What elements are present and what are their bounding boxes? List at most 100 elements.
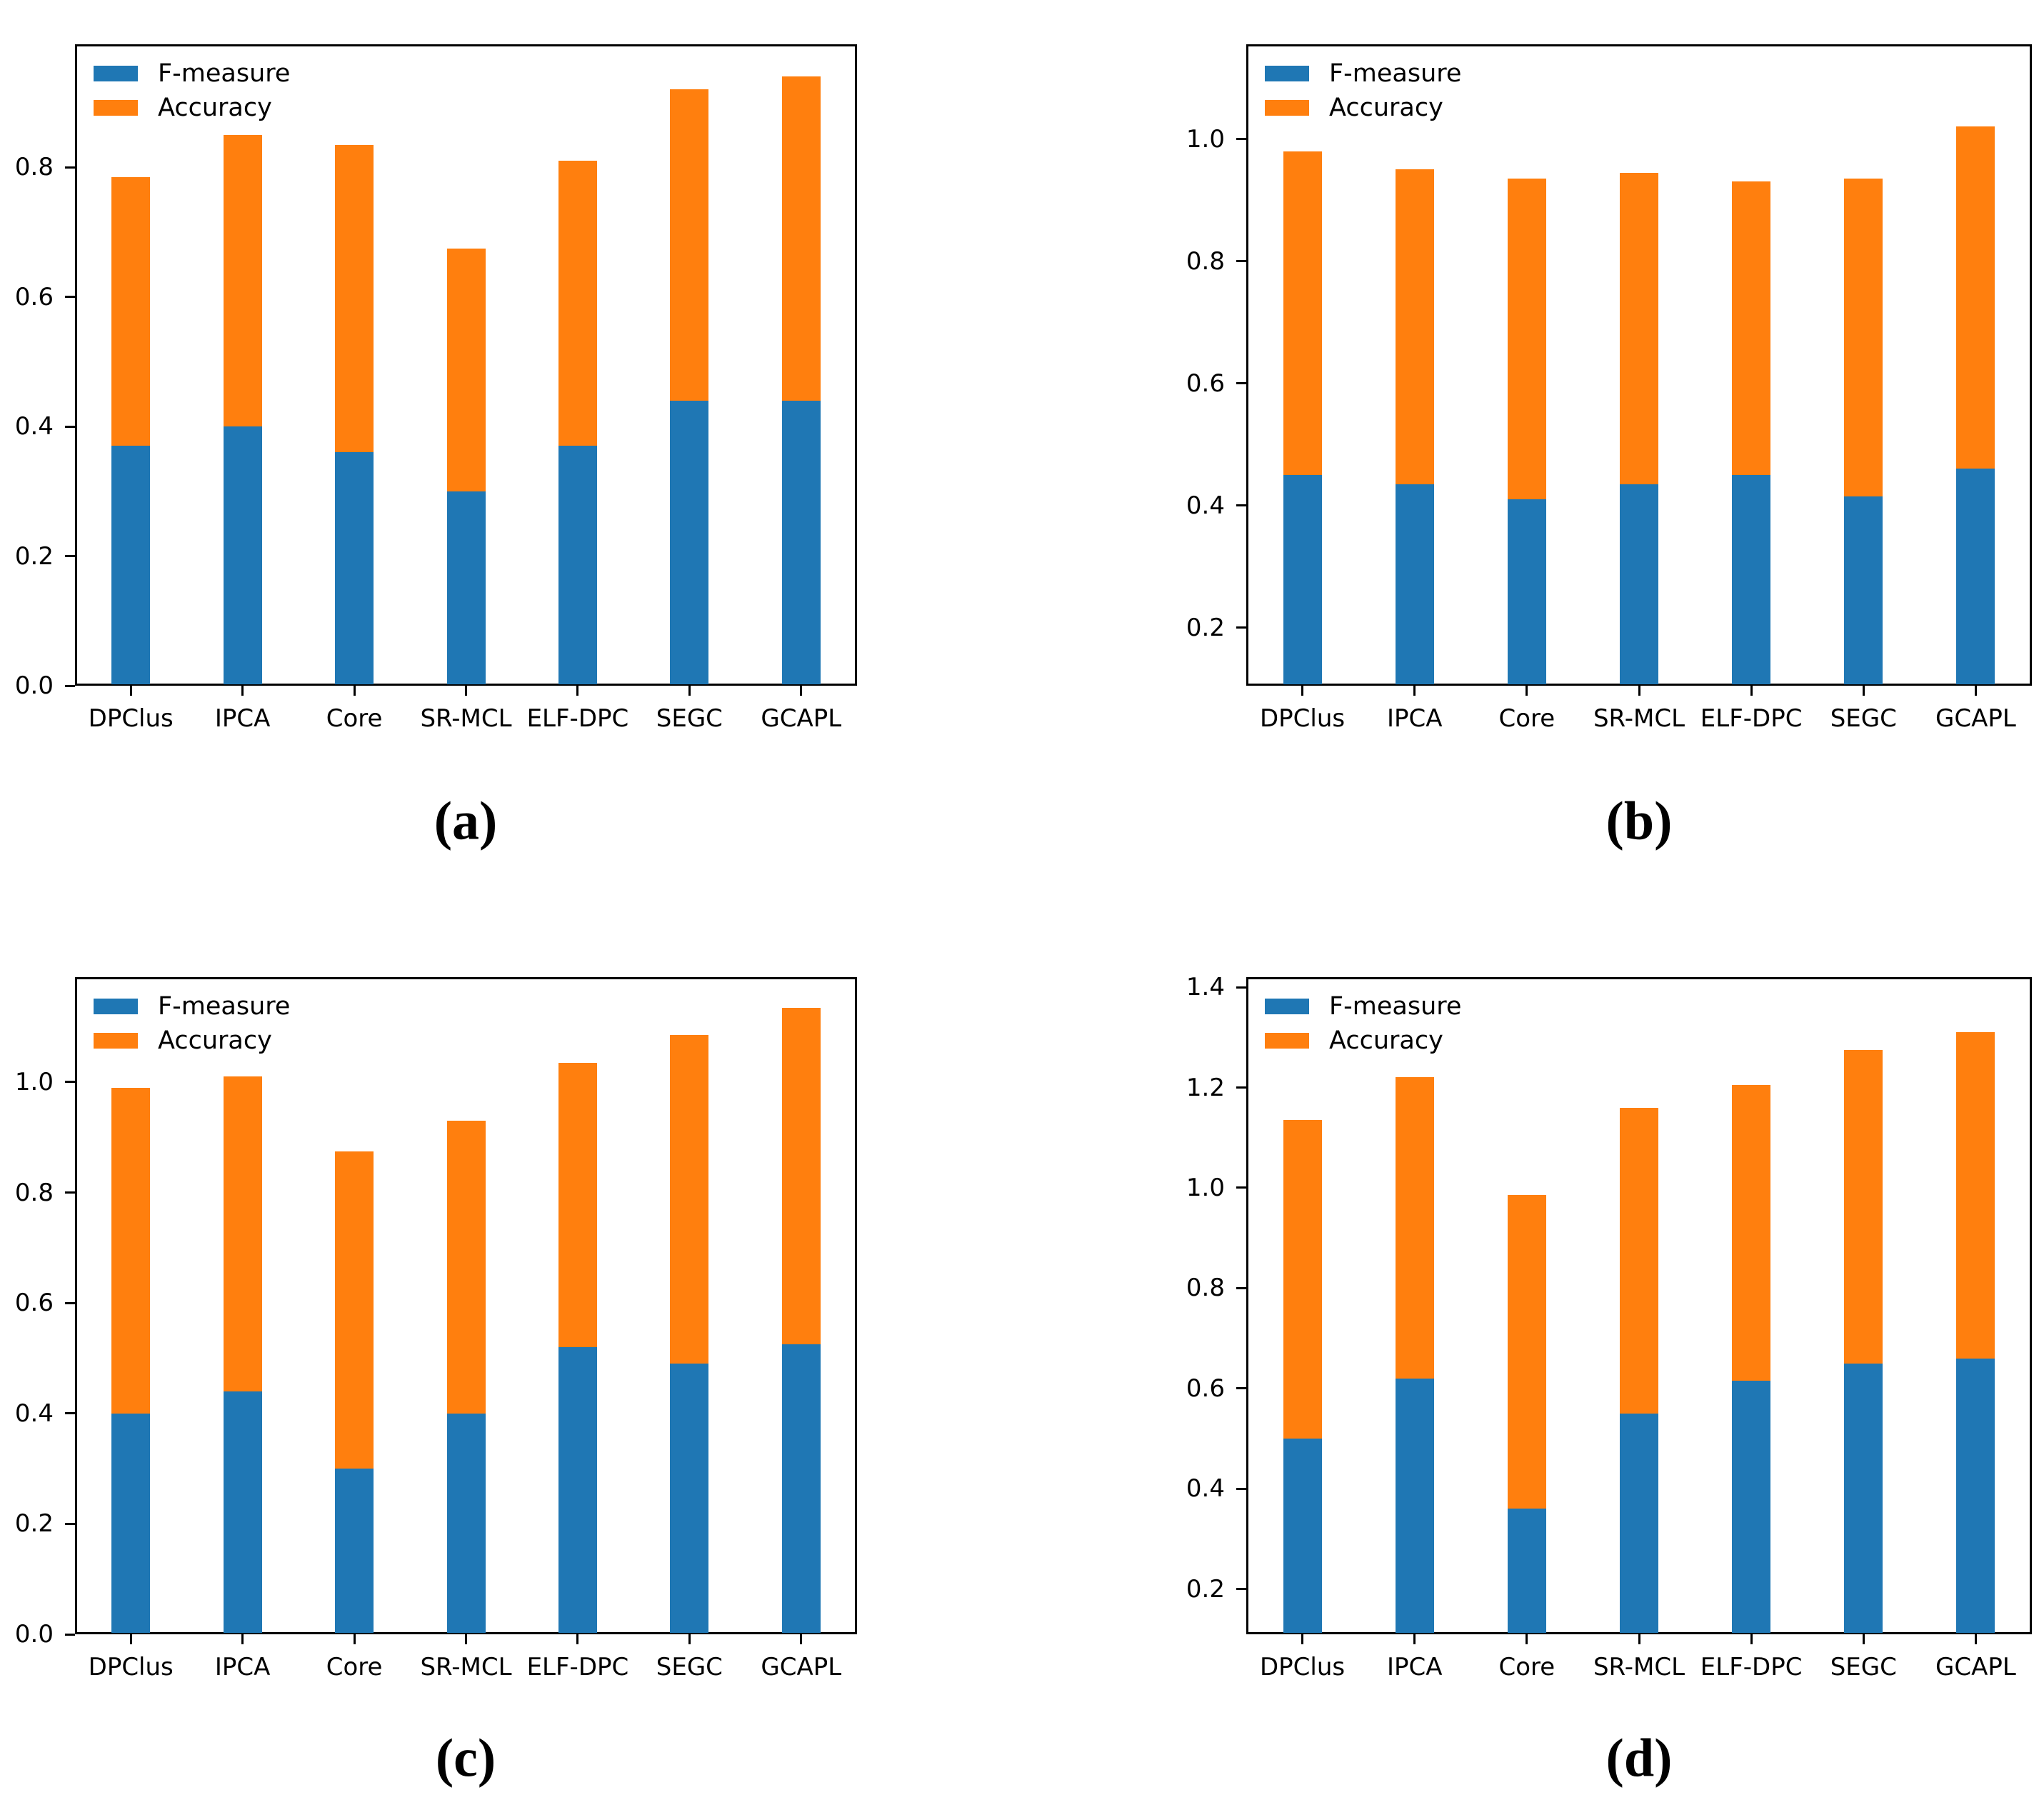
x-tick-mark: [465, 1634, 467, 1644]
y-tick-label: 0.6: [1186, 369, 1225, 398]
x-tick-mark: [1638, 686, 1640, 696]
caption-c: (c): [435, 1728, 496, 1789]
x-tick-label: ELF-DPC: [1700, 704, 1803, 733]
x-tick-mark: [1750, 686, 1753, 696]
bar-segment-accuracy: [1732, 1084, 1770, 1381]
x-tick-label: DPClus: [88, 704, 174, 733]
x-tick-label: ELF-DPC: [1700, 1653, 1803, 1681]
legend-patch-f-measure: [94, 999, 138, 1014]
bar-segment-f-measure: [670, 1364, 708, 1633]
legend-patch-f-measure: [1265, 66, 1309, 81]
x-tick-mark: [688, 1634, 691, 1644]
x-tick-label: Core: [1498, 1653, 1555, 1681]
y-tick-label: 0.6: [1186, 1374, 1225, 1403]
bar-segment-f-measure: [447, 491, 486, 684]
x-tick-mark: [1974, 686, 1977, 696]
bar-segment-accuracy: [1283, 151, 1322, 475]
legend-patch-accuracy: [94, 1033, 138, 1049]
x-tick-mark: [1526, 1634, 1528, 1644]
x-tick-label: Core: [326, 704, 383, 733]
x-tick-mark: [1862, 686, 1865, 696]
x-tick-mark: [241, 686, 244, 696]
y-tick-mark: [1236, 260, 1246, 263]
bar-segment-f-measure: [1620, 484, 1658, 684]
bar-segment-accuracy: [1956, 1032, 1995, 1359]
legend-patch-accuracy: [1265, 100, 1309, 116]
legend-label: F-measure: [158, 59, 291, 88]
y-tick-mark: [65, 1081, 75, 1084]
legend-label: Accuracy: [1329, 1026, 1443, 1055]
x-tick-label: SR-MCL: [1593, 704, 1685, 733]
legend-label: F-measure: [1329, 59, 1462, 88]
x-tick-mark: [353, 686, 356, 696]
x-tick-label: IPCA: [214, 704, 271, 733]
x-tick-mark: [1862, 1634, 1865, 1644]
legend-label: F-measure: [1329, 992, 1462, 1021]
bar-segment-f-measure: [782, 1344, 821, 1633]
bar-segment-accuracy: [1396, 169, 1434, 484]
x-tick-label: GCAPL: [1935, 704, 2016, 733]
x-tick-label: SR-MCL: [1593, 1653, 1685, 1681]
y-tick-mark: [65, 166, 75, 169]
bar-segment-accuracy: [111, 1087, 150, 1414]
x-tick-mark: [241, 1634, 244, 1644]
bar-segment-f-measure: [1844, 496, 1883, 684]
legend-patch-accuracy: [94, 100, 138, 116]
x-tick-label: ELF-DPC: [526, 1653, 629, 1681]
bar-segment-f-measure: [1283, 1439, 1322, 1633]
bar-segment-f-measure: [224, 426, 262, 684]
y-tick-mark: [1236, 1487, 1246, 1490]
legend-label: Accuracy: [1329, 94, 1443, 122]
y-tick-label: 0.4: [1186, 491, 1225, 520]
bar-segment-f-measure: [111, 1413, 150, 1633]
bar-segment-f-measure: [670, 400, 708, 684]
y-tick-mark: [65, 425, 75, 428]
bar-segment-f-measure: [335, 1469, 374, 1633]
y-tick-label: 0.2: [14, 1509, 54, 1539]
x-tick-mark: [576, 686, 579, 696]
bar-segment-accuracy: [558, 1062, 597, 1347]
x-tick-mark: [1301, 686, 1304, 696]
bar-segment-accuracy: [782, 1007, 821, 1345]
y-tick-label: 0.6: [14, 282, 54, 311]
bar-segment-accuracy: [1620, 1107, 1658, 1414]
legend-label: Accuracy: [158, 1026, 272, 1055]
x-tick-mark: [800, 1634, 803, 1644]
bar-segment-f-measure: [1396, 484, 1434, 684]
y-tick-mark: [65, 1412, 75, 1415]
caption-d: (d): [1605, 1728, 1673, 1789]
bar-segment-f-measure: [1732, 1381, 1770, 1633]
y-tick-mark: [65, 555, 75, 558]
bar-segment-f-measure: [1956, 1358, 1995, 1633]
y-tick-mark: [1236, 1588, 1246, 1591]
bar-segment-f-measure: [335, 452, 374, 684]
bar-segment-accuracy: [1844, 179, 1883, 496]
y-tick-label: 0.8: [1186, 246, 1225, 276]
y-tick-label: 0.8: [1186, 1274, 1225, 1303]
bar-segment-f-measure: [558, 446, 597, 684]
y-tick-label: 0.8: [14, 153, 54, 182]
bar-segment-f-measure: [1508, 499, 1546, 684]
x-tick-label: SR-MCL: [420, 1653, 512, 1681]
x-tick-label: SEGC: [656, 704, 723, 733]
y-tick-label: 1.2: [1186, 1073, 1225, 1102]
x-tick-label: GCAPL: [761, 1653, 842, 1681]
bar-segment-accuracy: [1508, 179, 1546, 500]
x-tick-label: Core: [326, 1653, 383, 1681]
bar-segment-f-measure: [1508, 1509, 1546, 1633]
y-tick-mark: [65, 1301, 75, 1304]
y-tick-mark: [1236, 1387, 1246, 1390]
y-tick-label: 0.4: [14, 1399, 54, 1428]
x-tick-mark: [465, 686, 467, 696]
bar-segment-accuracy: [1508, 1195, 1546, 1509]
x-tick-label: IPCA: [1386, 704, 1443, 733]
bar-segment-f-measure: [1844, 1363, 1883, 1633]
caption-b: (b): [1605, 791, 1673, 851]
y-tick-mark: [1236, 382, 1246, 385]
bar-segment-f-measure: [1732, 474, 1770, 684]
y-tick-label: 0.2: [1186, 613, 1225, 642]
y-tick-label: 0.8: [14, 1178, 54, 1207]
y-tick-label: 1.0: [1186, 124, 1225, 154]
bar-segment-accuracy: [1844, 1049, 1883, 1364]
